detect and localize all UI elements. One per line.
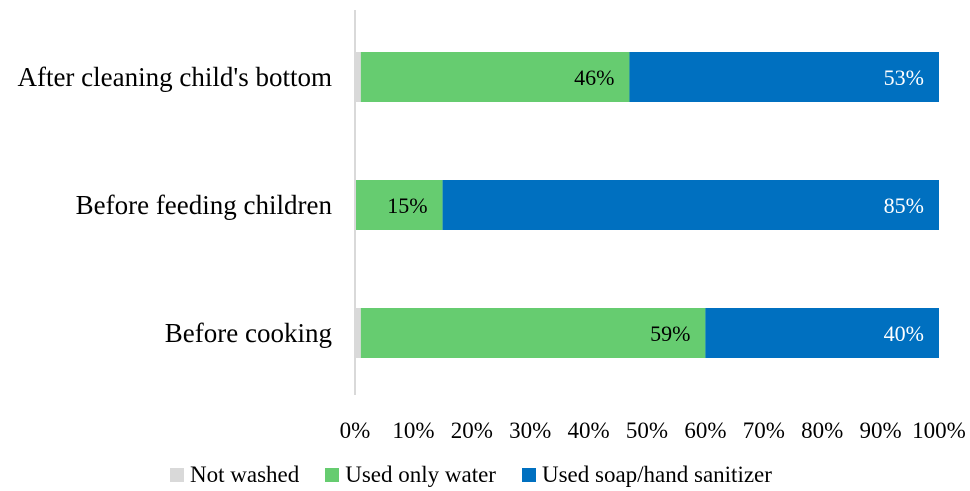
legend-item-used-soap-hand-sanitizer: Used soap/hand sanitizer (521, 462, 772, 488)
legend-items: Not washed Used only water Used soap/hand … (170, 462, 798, 488)
bars-group: 46% 53% 15% 85% 59% 40% (355, 52, 939, 358)
x-tick-label: 20% (451, 418, 493, 443)
x-tick-labels: 0% 10% 20% 30% 40% 50% 60% 70% 80% 90% 100% (340, 418, 966, 443)
legend-swatch (521, 468, 536, 482)
legend-item-not-washed: Not washed (170, 462, 299, 488)
x-tick-label: 100% (912, 418, 966, 443)
category-label-3: Before cooking (165, 318, 332, 348)
legend-label: Used only water (345, 462, 496, 487)
x-tick-label: 30% (509, 418, 551, 443)
x-tick-label: 40% (568, 418, 610, 443)
x-tick-label: 80% (801, 418, 843, 443)
x-tick-label: 70% (743, 418, 785, 443)
x-tick-label: 10% (392, 418, 434, 443)
bar-used-only-water-1 (360, 52, 630, 102)
data-label-used-only-water-3: 59% (650, 321, 690, 346)
legend-label: Not washed (190, 462, 300, 487)
legend-swatch (325, 468, 340, 482)
category-label-2: Before feeding children (76, 190, 333, 220)
x-tick-label: 50% (626, 418, 668, 443)
x-tick-label: 0% (340, 418, 371, 443)
bar-used-soap-hand-sanitizer-1 (629, 52, 939, 102)
data-label-used-soap-hand-sanitizer-3: 40% (884, 321, 924, 346)
category-label-1: After cleaning child's bottom (17, 62, 332, 92)
category-labels: After cleaning child's bottom Before feed… (17, 62, 332, 348)
bar-used-soap-hand-sanitizer-3 (705, 308, 939, 358)
legend: Not washed Used only water Used soap/hand … (0, 462, 970, 491)
legend-label: Used soap/hand sanitizer (541, 462, 772, 487)
bar-used-only-water-2 (355, 180, 443, 230)
data-label-used-soap-hand-sanitizer-2: 85% (884, 193, 924, 218)
bar-not-washed-3 (355, 308, 361, 358)
x-tick-label: 90% (860, 418, 902, 443)
legend-item-used-only-water: Used only water (325, 462, 496, 488)
bar-used-only-water-3 (360, 308, 706, 358)
legend-swatch (170, 468, 184, 482)
data-label-used-only-water-2: 15% (387, 193, 427, 218)
data-label-used-soap-hand-sanitizer-1: 53% (884, 65, 924, 90)
x-tick-label: 60% (684, 418, 726, 443)
bar-used-soap-hand-sanitizer-2 (442, 180, 939, 230)
bar-not-washed-1 (355, 52, 361, 102)
data-label-used-only-water-1: 46% (574, 65, 614, 90)
